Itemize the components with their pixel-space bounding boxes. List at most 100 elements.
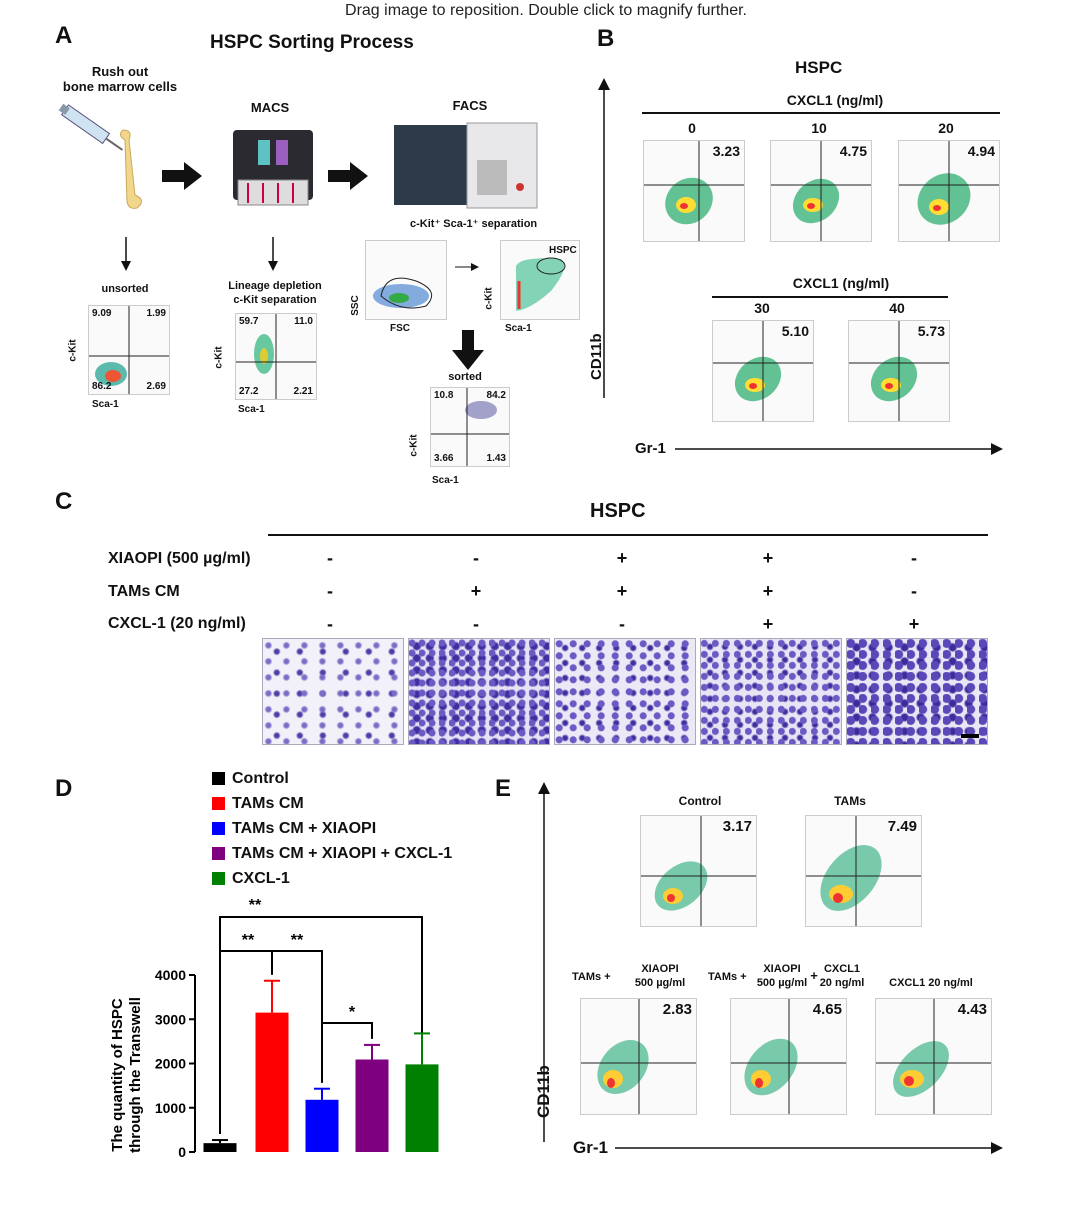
legend-label: TAMs CM + XIAOPI (232, 819, 377, 837)
arrow-right-icon (162, 162, 202, 190)
axis-label-sca1: Sca-1 (432, 475, 459, 486)
treatment-sign: + (762, 614, 774, 634)
transwell-image-5 (846, 638, 988, 745)
legend-entry: Control (212, 766, 452, 791)
treatment-sign: - (473, 614, 479, 634)
treatment-sign: + (616, 581, 628, 601)
treatment-sign: + (616, 548, 628, 568)
flow-plot-cxcl1-40: 5.73 (848, 320, 950, 422)
plot-title-part: XIAOPI (641, 963, 679, 975)
legend-entry: TAMs CM + XIAOPI + CXCL-1 (212, 841, 452, 866)
axis-label-gr1: Gr-1 (635, 440, 666, 457)
treatment-sign: - (911, 548, 917, 568)
plot-title-part: CXCL1 (823, 963, 861, 975)
panel-label-a: A (55, 22, 73, 49)
bar (405, 1064, 439, 1152)
treatment-sign: - (911, 581, 917, 601)
legend-swatch (212, 797, 225, 810)
flow-plot-sorted: 10.8 84.2 3.66 1.43 (430, 387, 510, 467)
panel-label-b: B (597, 25, 615, 52)
axis-arrow-right (675, 443, 1003, 455)
significance-bracket (271, 950, 323, 1083)
treatment-sign: + (908, 614, 920, 634)
flow-plot-cxcl1-30: 5.10 (712, 320, 814, 422)
plot-unsorted-title: unsorted (101, 283, 149, 295)
group-divider (712, 296, 948, 298)
plot-title-part: + (810, 968, 818, 983)
sort-separation-label: c-Kit⁺ Sca-1⁺ separation (410, 218, 538, 230)
legend-entry: TAMs CM + XIAOPI (212, 816, 452, 841)
legend-label: TAMs CM (232, 794, 304, 812)
legend-entry: CXCL-1 (212, 866, 452, 891)
plot-title-tams: TAMs (834, 794, 866, 808)
group-divider (642, 112, 1000, 114)
flow-plot-cxcl1-0: 3.23 (643, 140, 745, 242)
transwell-image-4 (700, 638, 842, 745)
facs-machine-illustration (394, 122, 538, 209)
axis-label-sca1: Sca-1 (92, 399, 119, 410)
flow-plot-tams-xiaopi: 2.83 (580, 998, 697, 1115)
dose-label: 10 (811, 120, 827, 136)
plot-title-part: XIAOPI (763, 963, 801, 975)
arrow-down-icon (121, 237, 131, 271)
dose-label: 20 (938, 120, 954, 136)
treatment-sign: + (762, 548, 774, 568)
panel-label-d: D (55, 775, 73, 802)
legend-label: Control (232, 769, 289, 787)
arrow-down-bold-icon (452, 330, 484, 370)
significance-bracket (321, 1022, 373, 1083)
legend-swatch (212, 772, 225, 785)
row-label-tams-cm: TAMs CM (108, 583, 180, 600)
axis-arrow-up (598, 78, 610, 398)
axis-label-gr1: Gr-1 (573, 1138, 608, 1157)
axis-label-ckit: c-Kit (483, 287, 495, 310)
axis-label-ckit: c-Kit (67, 339, 79, 362)
cxcl1-group-label-top: CXCL1 (ng/ml) (786, 92, 884, 108)
y-tick-label: 1000 (155, 1100, 186, 1116)
plot-title-part: CXCL1 20 ng/ml (889, 977, 973, 989)
row-label-xiaopi: XIAOPI (500 µg/ml) (108, 550, 251, 567)
plot-title-part: TAMs + (572, 971, 611, 983)
legend-entry: TAMs CM (212, 791, 452, 816)
step-rush-out: Rush out bone marrow cells (62, 64, 178, 94)
y-tick-label: 0 (178, 1144, 186, 1160)
treatment-sign: - (327, 614, 333, 634)
panel-label-e: E (495, 775, 512, 802)
bar (355, 1059, 389, 1152)
legend-swatch (212, 822, 225, 835)
axis-label-ssc: SSC (349, 295, 361, 316)
y-tick-label: 3000 (155, 1011, 186, 1027)
plot-title-part: 20 ng/ml (819, 977, 865, 989)
panel-label-c: C (55, 488, 73, 515)
transwell-image-3 (554, 638, 696, 745)
axis-arrow-up (538, 782, 550, 1142)
flow-plot-cxcl1-10: 4.75 (770, 140, 872, 242)
flow-plot-control: 3.17 (640, 815, 757, 927)
plot-lineage-title: Lineage depletion c-Kit separation (228, 280, 322, 306)
treatment-sign: - (619, 614, 625, 634)
sig-star: * (349, 1004, 356, 1021)
chart-legend: Control TAMs CM TAMs CM + XIAOPI TAMs CM + … (212, 766, 452, 891)
flow-plot-tams: 7.49 (805, 815, 922, 927)
y-axis-label-line2: through the Transwell (127, 997, 144, 1153)
axis-label-ckit: c-Kit (213, 346, 225, 369)
dose-label: 30 (754, 300, 770, 316)
bar (203, 1143, 237, 1152)
dose-label: 40 (889, 300, 905, 316)
axis-label-fsc: FSC (390, 323, 410, 334)
treatment-sign: - (327, 548, 333, 568)
flow-plot-lineage: 59.7 11.0 27.2 2.21 (235, 313, 317, 400)
bar-chart: The quantity of HSPC through the Transwe… (109, 897, 439, 1160)
axis-label-sca1: Sca-1 (238, 404, 265, 415)
panel-c-title: HSPC (590, 500, 646, 522)
arrow-right-icon (328, 162, 368, 190)
transwell-image-1 (262, 638, 404, 745)
flow-plot-cxcl1-20: 4.43 (875, 998, 992, 1115)
axis-label-sca1: Sca-1 (505, 323, 532, 334)
y-tick-label: 4000 (155, 967, 186, 983)
step-facs: FACS (452, 98, 488, 113)
flow-plot-cxcl1-20: 4.94 (898, 140, 1000, 242)
sig-star: ** (249, 897, 262, 914)
plot-title-part: 500 µg/ml (634, 977, 686, 989)
row-label-cxcl1: CXCL-1 (20 ng/ml) (108, 615, 246, 632)
